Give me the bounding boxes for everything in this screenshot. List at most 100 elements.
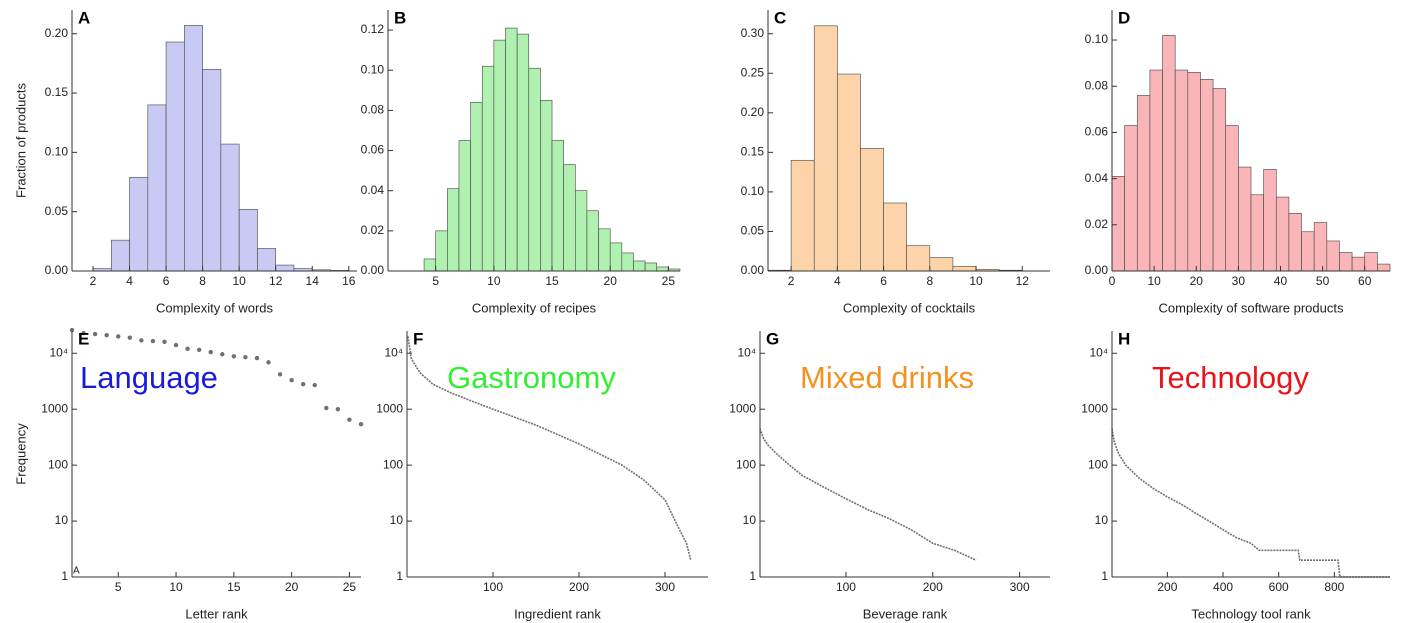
bar: [1288, 212, 1302, 272]
bar: [481, 65, 495, 272]
bar: [1238, 166, 1252, 272]
y-tick-label: 0.04: [361, 183, 385, 197]
bar: [1200, 78, 1214, 272]
bar: [129, 176, 149, 272]
y-tick-label: 0.00: [1085, 263, 1109, 277]
x-tick-label: 300: [1010, 580, 1030, 594]
y-tick-label: 1000: [729, 401, 756, 415]
x-tick-label: 10: [969, 274, 983, 288]
x-tick-label: 5: [115, 580, 122, 594]
point: [150, 338, 156, 344]
x-tick-label: 400: [1213, 580, 1233, 594]
bar: [1124, 125, 1138, 272]
panel: 1 10 100 1000 10⁴ 100 200 300 G Beverage rank Mixe…: [729, 329, 1050, 621]
point: [69, 327, 75, 333]
x-tick-label: 15: [545, 274, 559, 288]
bar: [458, 140, 471, 272]
y-tick-label: 1: [61, 569, 68, 583]
bar: [1212, 88, 1227, 272]
y-tick-label: 0.10: [361, 62, 385, 76]
y-tick-label: 0.10: [741, 184, 765, 198]
bar: [447, 188, 460, 272]
bar: [202, 69, 222, 272]
bar: [1111, 176, 1125, 272]
x-tick-label: 5: [432, 274, 439, 288]
y-tick-label: 100: [383, 457, 403, 471]
bar: [837, 73, 861, 272]
y-tick-label: 10⁴: [384, 345, 403, 359]
bar: [952, 265, 977, 272]
panel-label: D: [1118, 8, 1130, 27]
panel-label: A: [78, 8, 90, 27]
bar: [633, 260, 646, 272]
panel-label: E: [78, 329, 89, 348]
bar: [540, 100, 553, 272]
y-tick-label: 0.00: [741, 263, 765, 277]
bar: [1301, 231, 1315, 272]
x-tick-label: 800: [1324, 580, 1344, 594]
bar: [1326, 240, 1340, 272]
x-tick-label: 50: [1316, 274, 1330, 288]
rank-line: [759, 428, 977, 561]
bar: [1263, 169, 1277, 272]
bar: [1313, 222, 1328, 272]
y-tick-label: 0.00: [45, 263, 69, 277]
y-tick-label: 1: [396, 569, 403, 583]
bar: [860, 148, 884, 272]
x-tick-label: 2: [788, 274, 795, 288]
bar: [790, 159, 815, 272]
x-axis-title: Complexity of recipes: [472, 300, 597, 315]
x-tick-label: 6: [163, 274, 170, 288]
y-tick-label: 0.04: [1085, 171, 1109, 185]
y-tick-label: 1000: [1081, 401, 1108, 415]
point: [92, 331, 98, 337]
point: [254, 355, 260, 361]
y-tick-label: 0.05: [741, 224, 765, 238]
bar: [470, 102, 483, 272]
bar: [906, 245, 931, 272]
x-tick-label: 30: [1232, 274, 1246, 288]
x-tick-label: 0: [1109, 274, 1116, 288]
panel: 0.00 0.02 0.04 0.06 0.08 0.10 0 10 20 30 40 50 60 D Co…: [1085, 8, 1391, 315]
rank-line: [1111, 428, 1390, 578]
x-tick-label: 100: [483, 580, 503, 594]
panel-label: G: [766, 329, 779, 348]
x-axis-title: Ingredient rank: [514, 606, 601, 621]
y-tick-label: 0.06: [1085, 125, 1109, 139]
x-tick-label: 20: [285, 580, 299, 594]
y-tick-label: 0.05: [45, 204, 69, 218]
point: [104, 333, 109, 338]
x-tick-label: 12: [269, 274, 283, 288]
x-axis-title: Complexity of words: [156, 300, 274, 315]
y-tick-label: 1: [1101, 569, 1108, 583]
y-tick-label: 0.02: [1085, 217, 1109, 231]
panel: 0.00 0.02 0.04 0.06 0.08 0.10 0.12 5 10 15 20 25 B Co…: [361, 8, 681, 315]
y-tick-label: 10⁴: [49, 345, 68, 359]
panel-label: C: [774, 8, 786, 27]
point: [196, 347, 202, 353]
x-tick-label: 200: [923, 580, 943, 594]
bar: [165, 41, 185, 272]
bar: [110, 239, 130, 272]
x-tick-label: 100: [836, 580, 856, 594]
rank-line: [407, 336, 692, 561]
bar: [656, 266, 669, 272]
bar: [574, 190, 588, 272]
y-tick-label: 0.02: [361, 223, 385, 237]
bar: [586, 210, 599, 272]
point: [335, 406, 341, 412]
annotation: Gastronomy: [447, 360, 616, 395]
bar: [929, 257, 954, 272]
bar: [435, 230, 448, 272]
x-tick-label: 600: [1269, 580, 1289, 594]
x-tick-label: 25: [343, 580, 357, 594]
point: [243, 355, 248, 360]
bar: [147, 104, 167, 272]
x-tick-label: 20: [604, 274, 618, 288]
bar: [1339, 252, 1353, 272]
x-tick-label: 10: [1147, 274, 1161, 288]
bar: [505, 27, 518, 272]
bar: [1250, 194, 1264, 272]
x-tick-label: 12: [1016, 274, 1030, 288]
